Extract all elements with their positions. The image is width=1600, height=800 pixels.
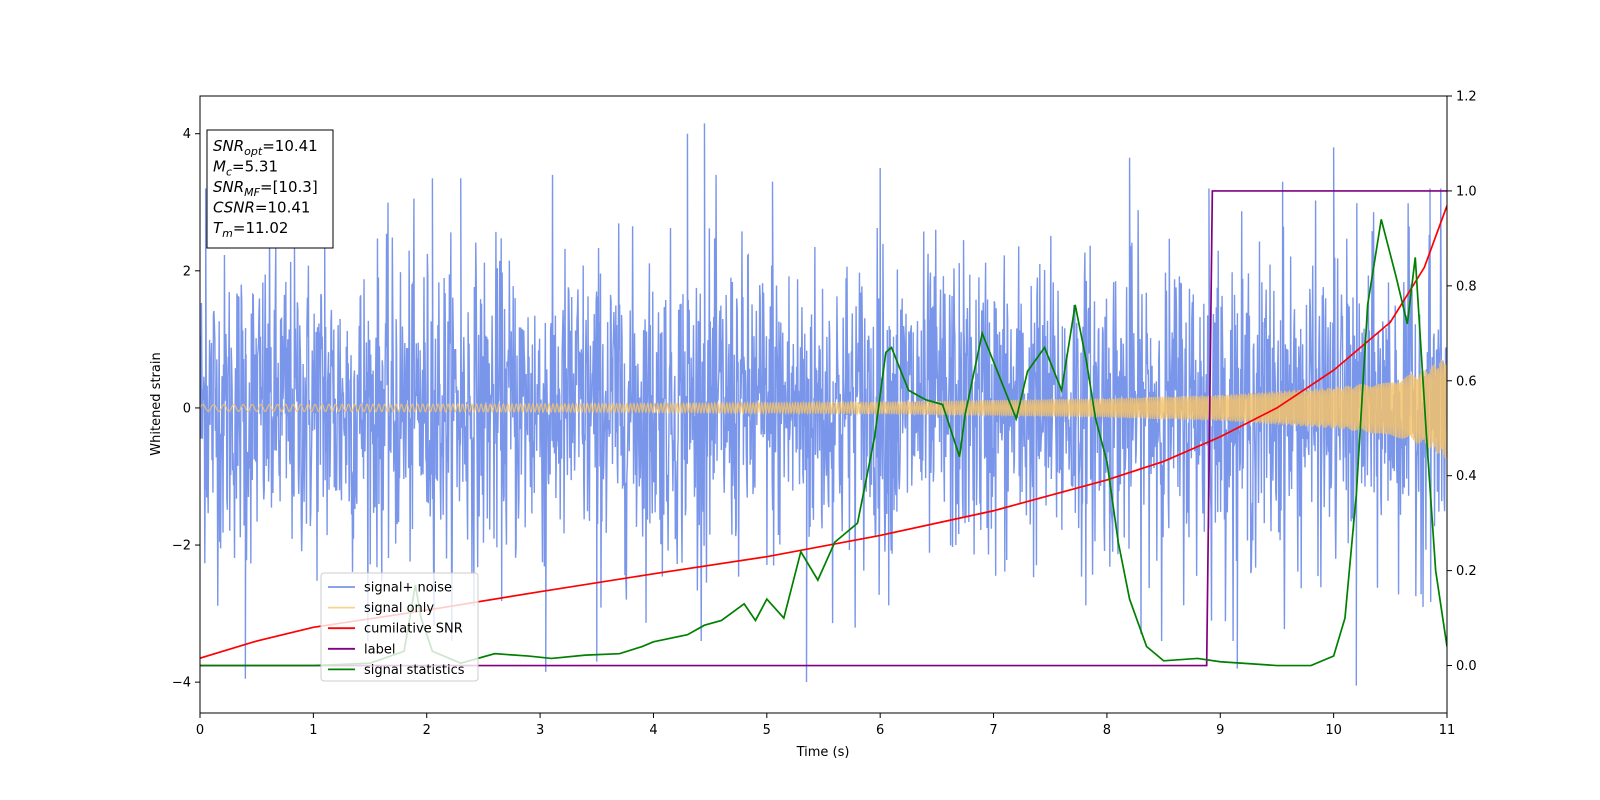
x-tick-label: 10 bbox=[1325, 723, 1342, 738]
x-tick-label: 7 bbox=[989, 723, 997, 738]
x-tick-label: 2 bbox=[423, 723, 431, 738]
stats-line: SNRopt=10.41 bbox=[213, 137, 318, 158]
y2-tick-label: 1.2 bbox=[1456, 90, 1477, 105]
x-tick-label: 6 bbox=[876, 723, 884, 738]
y-tick-label: −2 bbox=[172, 539, 191, 554]
y2-tick-label: 0.6 bbox=[1456, 374, 1477, 389]
y2-tick-label: 0.0 bbox=[1456, 659, 1477, 674]
x-tick-label: 11 bbox=[1439, 723, 1456, 738]
legend-frame bbox=[320, 572, 479, 682]
stats-line: Tm=11.02 bbox=[213, 219, 288, 240]
y2-tick-label: 0.4 bbox=[1456, 469, 1477, 484]
legend-label: label bbox=[364, 642, 395, 657]
y-tick-label: −4 bbox=[172, 676, 191, 691]
stats-box-frame bbox=[206, 129, 334, 249]
stats-line: SNRMF=[10.3] bbox=[213, 178, 318, 199]
x-axis-label: Time (s) bbox=[796, 745, 850, 760]
series-signal-noise bbox=[200, 123, 1447, 686]
y-tick-label: 0 bbox=[183, 401, 191, 416]
x-tick-label: 4 bbox=[649, 723, 657, 738]
series-signal-only bbox=[200, 359, 1447, 459]
x-tick-label: 1 bbox=[309, 723, 317, 738]
x-tick-label: 5 bbox=[763, 723, 771, 738]
legend-label: signal only bbox=[364, 601, 434, 616]
stats-annotation-box: SNRopt=10.41Mc=5.31SNRMF=[10.3]CSNR=10.4… bbox=[206, 129, 334, 249]
stats-line: CSNR=10.41 bbox=[213, 199, 310, 217]
legend-label: signal statistics bbox=[364, 663, 465, 678]
legend-label: cumilative SNR bbox=[364, 622, 463, 637]
plot-frame bbox=[199, 95, 1448, 714]
y-axis-label: Whitened strain bbox=[149, 352, 164, 455]
x-tick-label: 3 bbox=[536, 723, 544, 738]
y2-tick-label: 0.8 bbox=[1456, 279, 1477, 294]
x-tick-label: 0 bbox=[196, 723, 204, 738]
x-tick-label: 8 bbox=[1103, 723, 1111, 738]
x-tick-label: 9 bbox=[1216, 723, 1224, 738]
y-tick-label: 4 bbox=[183, 127, 191, 142]
y-tick-label: 2 bbox=[183, 264, 191, 279]
series-signal-statistics bbox=[200, 219, 1447, 667]
legend: signal+ noise signal only cumilative SNR la… bbox=[320, 572, 479, 682]
y2-tick-label: 1.0 bbox=[1456, 184, 1477, 199]
legend-label: signal+ noise bbox=[364, 581, 452, 596]
series-label bbox=[200, 190, 1447, 667]
y2-tick-label: 0.2 bbox=[1456, 564, 1477, 579]
stats-line: Mc=5.31 bbox=[213, 158, 278, 179]
